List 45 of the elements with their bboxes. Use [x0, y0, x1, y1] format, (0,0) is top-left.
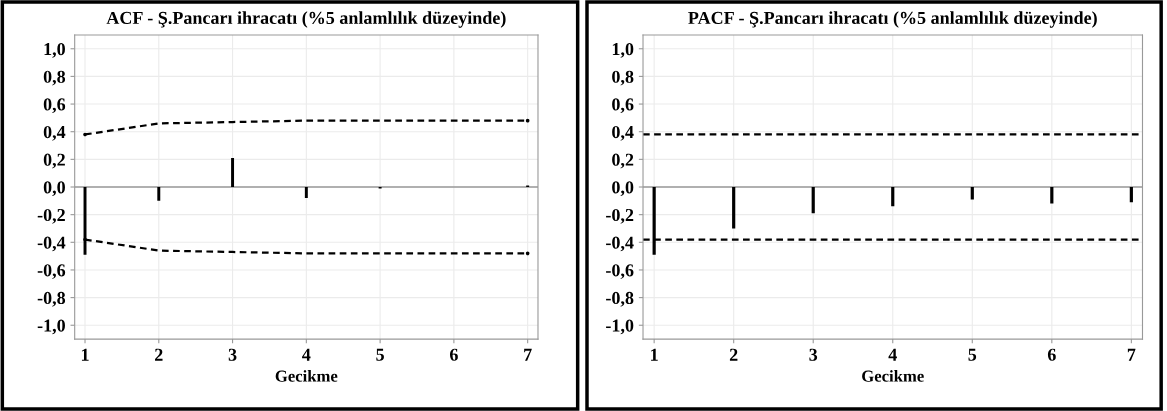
- y-tick-label: 0,8: [612, 70, 634, 86]
- x-tick-label: 7: [524, 348, 532, 361]
- y-tick-label: 1,0: [612, 43, 634, 58]
- y-tick-label: 0,6: [612, 98, 634, 114]
- bar: [304, 187, 308, 199]
- y-tick-label: -0,2: [37, 208, 65, 224]
- y-tick-label: 0,4: [43, 125, 66, 141]
- y-tick-label: 0,0: [612, 181, 634, 197]
- y-tick-label: 0,2: [43, 153, 65, 169]
- y-tick-label: -0,6: [606, 264, 634, 280]
- point: [525, 118, 530, 123]
- y-tick-label: 0,4: [612, 125, 634, 141]
- x-tick-label: 3: [228, 348, 237, 361]
- x-tick-label: 5: [968, 348, 977, 361]
- x-tick-label: 2: [729, 348, 738, 361]
- x-tick-label: 4: [302, 348, 311, 361]
- y-tick-label: -0,4: [606, 236, 634, 252]
- x-tick-label: 1: [81, 348, 89, 361]
- y-tick-label: -1,0: [606, 319, 634, 335]
- y-tick-label: 0,0: [43, 181, 65, 197]
- bar: [157, 187, 161, 201]
- y-tick-label: -1,0: [37, 319, 65, 335]
- x-tick-label: 5: [376, 348, 384, 361]
- y-tick-label: 0,2: [612, 153, 634, 169]
- x-tick-label: 6: [1047, 348, 1056, 361]
- x-tick-label: 7: [1127, 348, 1136, 361]
- x-tick-label: 6: [449, 348, 458, 361]
- y-tick-label: -0,8: [606, 291, 634, 307]
- chart-title: ACF - Ş.Pancarı ihracatı (%5 anlamlılık düzeyinde): [106, 11, 506, 28]
- x-tick-label: 3: [809, 348, 818, 361]
- y-tick-label: 0,6: [43, 98, 66, 114]
- chart-title: PACF - Ş.Pancarı ihracatı (%5 anlamlılık düzeyinde): [688, 11, 1097, 28]
- y-tick-label: -0,6: [37, 264, 66, 280]
- y-tick-label: 0,8: [43, 70, 66, 86]
- x-tick-label: 4: [888, 348, 897, 361]
- x-axis-title: Gecikme: [275, 370, 338, 382]
- bar: [231, 157, 235, 187]
- x-tick-label: 2: [155, 348, 163, 361]
- x-axis-title: Gecikme: [862, 370, 924, 382]
- point: [525, 251, 530, 256]
- y-tick-label: 1,0: [44, 43, 65, 58]
- y-tick-label: -0,8: [37, 291, 66, 307]
- y-tick-label: -0,4: [37, 236, 66, 252]
- y-tick-label: -0,2: [606, 208, 634, 224]
- x-tick-label: 1: [651, 348, 658, 361]
